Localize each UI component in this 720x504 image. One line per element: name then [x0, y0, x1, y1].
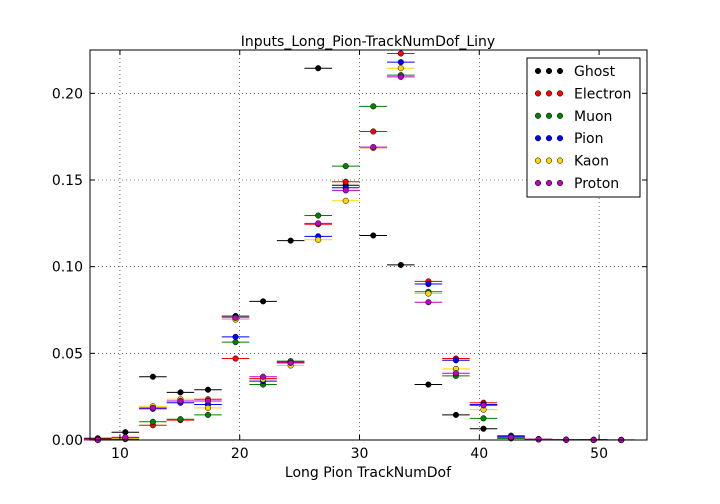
data-point	[342, 187, 349, 194]
data-point	[397, 59, 404, 66]
legend-marker	[545, 157, 553, 164]
legend-box	[526, 57, 641, 198]
y-tick-label: 0.15	[52, 173, 83, 189]
y-tick-label: 0.20	[52, 86, 83, 102]
legend-label: Pion	[574, 131, 603, 147]
data-point	[149, 418, 156, 425]
y-tick-label: 0.05	[52, 346, 83, 362]
data-point	[232, 355, 239, 362]
legend-marker	[534, 157, 542, 164]
data-point	[315, 220, 322, 227]
series-layer	[84, 50, 636, 444]
legend-marker	[556, 112, 564, 119]
data-point	[342, 178, 349, 185]
data-point	[452, 370, 459, 377]
data-point	[480, 402, 487, 409]
axis-ticks: 10 20 30 40 50 0.00 0.05 0.10 0.15 0.20	[52, 50, 647, 462]
data-point	[204, 397, 212, 405]
legend-label: Muon	[574, 109, 612, 125]
chart-title: Inputs_Long_Pion-TrackNumDof_Liny	[241, 34, 495, 50]
data-point	[397, 73, 404, 80]
data-point	[149, 373, 156, 380]
legend-marker	[556, 179, 564, 187]
x-tick-label: 20	[231, 446, 249, 462]
data-point	[425, 280, 432, 288]
data-point	[370, 232, 377, 239]
data-point	[149, 404, 156, 411]
legend-label: Ghost	[574, 64, 616, 80]
data-point	[480, 425, 487, 432]
data-point	[397, 261, 404, 268]
data-point	[425, 290, 432, 297]
legend-marker	[545, 112, 553, 119]
legend-marker	[534, 67, 542, 75]
data-point	[397, 65, 404, 72]
data-point	[204, 411, 212, 418]
x-axis-label: Long Pion TrackNumDof	[285, 465, 452, 481]
data-point	[452, 357, 459, 364]
data-point	[177, 416, 184, 423]
data-point	[452, 411, 459, 418]
data-point	[370, 103, 377, 110]
x-tick-label: 10	[111, 446, 129, 462]
legend-label: Proton	[574, 176, 619, 192]
plot-frame	[89, 49, 648, 441]
legend-label: Electron	[574, 86, 631, 102]
x-tick-label: 40	[470, 446, 488, 462]
data-point	[122, 434, 129, 441]
data-point	[204, 386, 212, 393]
legend-marker	[545, 90, 553, 97]
legend-marker	[556, 135, 564, 142]
data-point	[122, 429, 129, 436]
data-point	[370, 128, 377, 135]
legend-marker	[534, 135, 542, 142]
y-tick-label: 0.00	[52, 433, 83, 449]
legend-marker	[556, 67, 564, 75]
data-point	[342, 163, 349, 170]
data-point	[425, 381, 432, 388]
data-point	[315, 65, 322, 72]
legend-marker	[545, 135, 553, 142]
data-point	[204, 404, 212, 411]
legend-marker	[545, 67, 553, 75]
data-point	[177, 389, 184, 396]
legend-marker	[534, 112, 542, 119]
data-point	[480, 415, 487, 422]
data-point	[232, 333, 239, 340]
x-tick-label: 50	[590, 446, 608, 462]
data-point	[315, 236, 322, 243]
data-point	[177, 397, 184, 405]
data-point	[260, 373, 267, 380]
data-point	[315, 212, 322, 219]
data-point	[260, 298, 267, 305]
y-tick-label: 0.10	[52, 260, 83, 276]
x-tick-label: 30	[351, 446, 369, 462]
legend-marker	[556, 90, 564, 97]
data-point	[397, 50, 404, 57]
legend-label: Kaon	[574, 154, 609, 170]
data-point	[232, 339, 239, 346]
legend-marker	[534, 90, 542, 97]
legend-marker	[534, 179, 542, 187]
data-point	[507, 434, 515, 441]
legend-marker	[556, 157, 564, 164]
data-point	[342, 197, 349, 204]
legend: Ghost Electron Muon Pion Kaon Proton	[526, 57, 641, 198]
data-point	[370, 144, 377, 151]
data-point	[232, 314, 239, 321]
legend-marker	[545, 179, 553, 187]
data-point	[287, 237, 294, 244]
data-point	[425, 299, 432, 306]
data-point	[535, 436, 542, 443]
data-point	[287, 359, 294, 366]
